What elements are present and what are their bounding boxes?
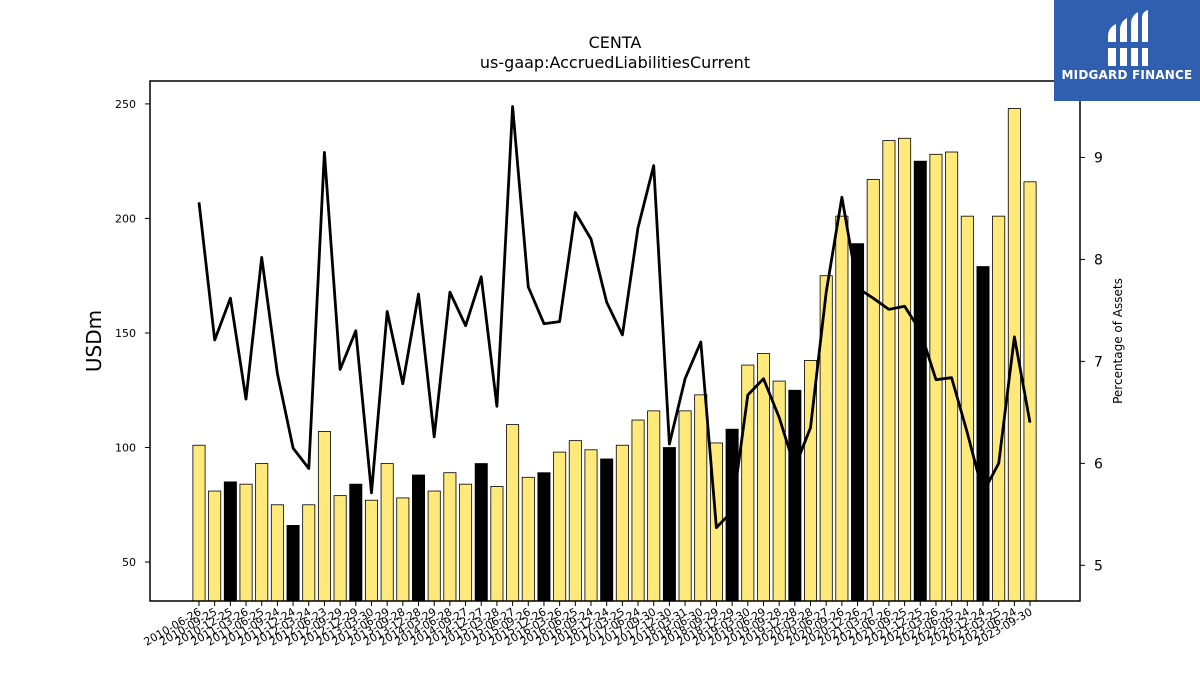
line-group — [197, 105, 1032, 529]
bar-2013-12-28 — [412, 474, 426, 602]
bar-2023-03-25 — [992, 215, 1006, 602]
bar-2014-06-28 — [443, 472, 457, 602]
bar-2021-06-26 — [882, 140, 896, 602]
bar-2014-03-29 — [427, 490, 441, 602]
y-tick-label: 100 — [115, 442, 136, 455]
y2-tick-label: 6 — [1094, 456, 1103, 472]
y2-tick-label: 8 — [1094, 252, 1103, 268]
bar-2010-12-25 — [223, 481, 237, 602]
bar-2020-09-26 — [835, 215, 849, 602]
bar-2018-06-30 — [694, 394, 708, 602]
bar-2011-12-24 — [286, 525, 300, 602]
chart-title: CENTA — [588, 33, 642, 52]
bar-2011-09-24 — [270, 504, 284, 602]
y2-axis-label: Percentage of Assets — [1111, 278, 1125, 404]
bar-2013-03-30 — [364, 499, 378, 602]
bar-2021-12-25 — [913, 160, 927, 602]
bar-2010-06-26 — [192, 444, 206, 602]
chart-subtitle: us-gaap:AccruedLiabilitiesCurrent — [479, 53, 751, 72]
bar-2012-03-24 — [302, 504, 316, 602]
bar-2015-03-28 — [490, 486, 504, 602]
x-axis-ticks: 2010-06-262010-09-252010-12-252011-03-26… — [142, 601, 1035, 649]
bar-2012-06-23 — [317, 431, 331, 602]
bar-2020-12-26 — [851, 243, 865, 602]
y2-tick-label: 7 — [1094, 354, 1103, 370]
bar-2015-09-26 — [521, 476, 535, 602]
y-axis-label: USDm — [82, 310, 106, 372]
bar-2017-09-30 — [647, 410, 661, 602]
bar-2010-09-25 — [208, 490, 222, 602]
y2-tick-label: 5 — [1094, 558, 1103, 574]
bar-2023-09-30 — [1023, 181, 1037, 602]
midgard-logo-icon — [1106, 10, 1148, 66]
bar-2022-09-24 — [960, 215, 974, 602]
bar-2016-12-24 — [600, 458, 614, 602]
bar-2012-12-29 — [349, 483, 363, 602]
percentage-line — [197, 105, 1032, 529]
bar-2014-09-27 — [459, 483, 473, 602]
bar-2022-12-24 — [976, 266, 990, 602]
bar-2015-12-26 — [537, 472, 551, 602]
bar-2015-06-27 — [506, 424, 520, 602]
y-tick-label: 200 — [115, 212, 136, 225]
y-tick-label: 250 — [115, 98, 136, 111]
bar-2021-03-27 — [866, 179, 880, 602]
y-tick-label: 50 — [122, 556, 136, 569]
plot-frame — [149, 80, 1081, 602]
bar-2011-06-25 — [255, 463, 269, 602]
bar-2014-12-27 — [474, 463, 488, 602]
right-axis-ticks: 5 6 7 8 9 — [1080, 150, 1103, 574]
brand-logo: MIDGARD FINANCE — [1054, 0, 1200, 101]
bar-2021-09-25 — [898, 137, 912, 602]
bar-2018-03-31 — [678, 410, 692, 602]
bar-2011-03-26 — [239, 483, 253, 602]
bar-2017-03-25 — [615, 444, 629, 602]
bar-2016-03-26 — [553, 451, 567, 602]
bar-2017-12-30 — [662, 447, 676, 602]
left-axis-ticks: 50 100 150 200 250 — [115, 98, 150, 569]
bar-2013-06-29 — [380, 463, 394, 602]
bar-2017-06-24 — [631, 419, 645, 602]
logo-text: MIDGARD FINANCE — [1061, 68, 1193, 82]
bar-2019-12-28 — [788, 389, 802, 602]
bar-2013-09-28 — [396, 497, 410, 602]
y-tick-label: 150 — [115, 327, 136, 340]
y2-tick-label: 9 — [1094, 150, 1103, 166]
bar-2012-09-29 — [333, 495, 347, 602]
bars-group — [192, 108, 1037, 602]
bar-2016-09-24 — [584, 449, 598, 602]
bar-2016-06-25 — [568, 440, 582, 602]
